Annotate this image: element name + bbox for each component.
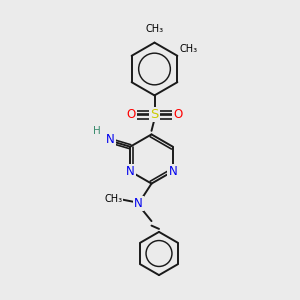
Text: N: N <box>134 197 143 210</box>
Text: N: N <box>106 133 115 146</box>
Text: CH₃: CH₃ <box>104 194 122 205</box>
Text: N: N <box>126 165 135 178</box>
Text: CH₃: CH₃ <box>180 44 198 54</box>
Text: CH₃: CH₃ <box>146 24 164 34</box>
Text: N: N <box>168 165 177 178</box>
Text: O: O <box>127 108 136 121</box>
Text: O: O <box>173 108 182 121</box>
Text: H: H <box>93 126 101 136</box>
Text: S: S <box>150 108 159 121</box>
